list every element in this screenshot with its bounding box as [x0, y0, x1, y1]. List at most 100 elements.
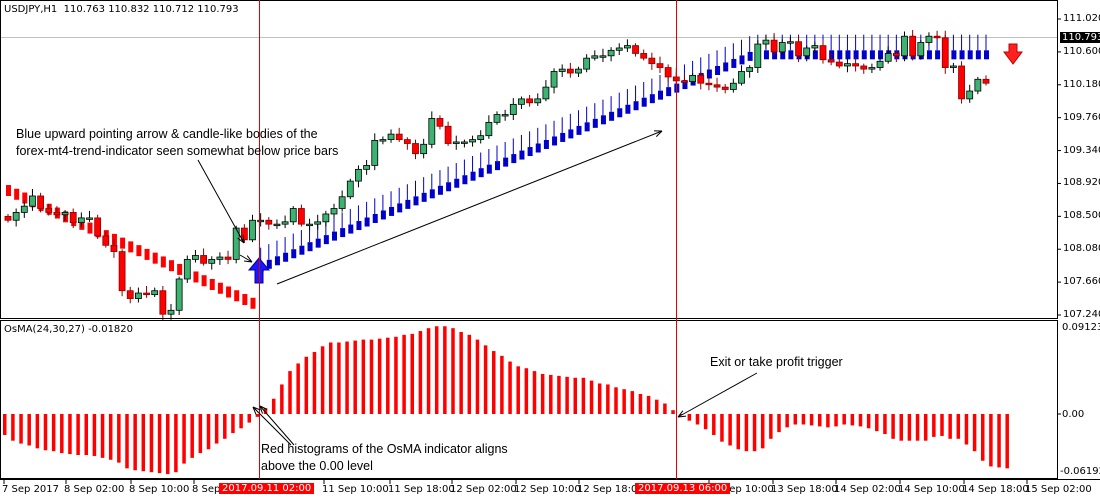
bull-candle: [591, 55, 599, 59]
bear-candle: [958, 65, 965, 100]
osma-bar: [100, 414, 105, 458]
osma-bar: [418, 331, 423, 414]
osma-bar: [337, 342, 341, 414]
osma-bar: [157, 414, 162, 474]
time-tick-label: 12 Sep 18:00: [577, 484, 644, 495]
trend-bar-up: [389, 206, 395, 216]
osma-bar: [475, 339, 480, 414]
trend-bar-up: [845, 50, 851, 60]
trend-bar-up: [503, 157, 509, 167]
trend-bar-down: [177, 263, 183, 275]
bull-candle: [811, 45, 819, 49]
osma-bar: [573, 377, 577, 414]
bear-candle: [143, 292, 150, 296]
osma-bar: [174, 414, 178, 473]
osma-bar: [280, 384, 284, 414]
bull-candle: [151, 290, 159, 296]
trend-bar-up: [421, 192, 427, 202]
osma-bar: [369, 339, 374, 414]
trend-bar-up: [274, 256, 280, 266]
bull-candle: [29, 195, 36, 207]
osma-bar: [777, 414, 781, 433]
osma-bar: [443, 326, 447, 414]
osma-bar: [712, 414, 716, 435]
trend-indicator-bars: [6, 34, 1023, 309]
osma-bar: [956, 414, 961, 439]
osma-bar: [11, 414, 15, 441]
osma-bar: [606, 384, 610, 414]
bull-candle: [314, 221, 322, 225]
osma-bar: [728, 414, 732, 446]
osma-bar: [312, 352, 317, 414]
trend-bar-up: [967, 50, 973, 60]
osma-bar: [386, 337, 390, 414]
osma-annotation-line1: Red histograms of the OsMA indicator ali…: [261, 442, 508, 456]
time-tick-label: 14 Sep 18:00: [962, 484, 1029, 495]
trend-bar-up: [723, 62, 729, 72]
osma-bar: [239, 414, 243, 429]
trend-bar-up: [511, 154, 517, 164]
osma-axis-min: -0.06192: [1060, 466, 1100, 477]
exit-annotation: Exit or take profit trigger: [710, 355, 843, 369]
annotation-arrow-to-candle-head: [237, 234, 245, 244]
osma-bar: [940, 414, 944, 436]
bear-candle: [45, 208, 53, 213]
osma-bar: [809, 414, 814, 426]
bull-candle: [216, 256, 224, 260]
bull-candle: [249, 219, 256, 241]
osma-bar: [622, 389, 626, 414]
osma-bar: [744, 414, 749, 452]
symbol-header: USDJPY,H1 110.763 110.832 110.712 110.79…: [4, 4, 239, 15]
osma-bar: [288, 371, 292, 414]
bear-candle: [102, 235, 110, 246]
bear-candle: [526, 98, 533, 104]
bear-candle: [566, 68, 574, 74]
bear-candle: [200, 255, 208, 264]
trend-bar-up: [291, 249, 297, 259]
trend-bar-up: [266, 259, 272, 269]
trend-bar-up: [560, 132, 566, 142]
osma-bar: [361, 339, 366, 414]
uptrend-arrow: [276, 130, 663, 285]
bull-candle: [460, 141, 468, 144]
osma-bar: [932, 414, 936, 437]
osma-bar: [108, 414, 113, 460]
trend-bar-up: [356, 221, 362, 231]
osma-bar: [655, 399, 659, 414]
osma-bar: [752, 414, 757, 452]
trend-bar-up: [584, 122, 590, 132]
osma-bar: [394, 336, 398, 414]
bull-candle: [509, 103, 517, 115]
time-tick-label: 7 Sep 2017: [2, 484, 60, 495]
trend-bar-up: [625, 104, 631, 114]
trend-bar-up: [788, 50, 794, 60]
price-tick-label: 107.240: [1063, 309, 1100, 320]
trend-bar-down: [234, 290, 240, 302]
osma-bar: [760, 414, 765, 449]
time-tick-label: 14 Sep 10:00: [898, 484, 965, 495]
bear-candle: [632, 45, 639, 54]
bull-candle: [485, 121, 493, 137]
bear-candle: [403, 139, 411, 144]
bear-candle: [713, 84, 721, 88]
osma-bar: [818, 414, 822, 427]
osma-bar: [875, 414, 879, 432]
bear-candle: [444, 125, 452, 144]
bear-candle: [110, 244, 118, 252]
price-tick-label: 110.180: [1063, 78, 1100, 90]
bull-candle: [289, 208, 297, 223]
osma-bar: [981, 414, 985, 461]
time-tick-label: 12 Sep 02:00: [450, 484, 517, 495]
bull-candle: [134, 292, 142, 299]
osma-bar: [133, 414, 137, 471]
bear-candle: [648, 57, 656, 65]
osma-histogram: [3, 326, 1009, 475]
osma-bar: [451, 328, 455, 414]
trend-bar-up: [543, 139, 549, 149]
osma-bar: [92, 414, 97, 456]
trend-bar-up: [633, 101, 639, 111]
trend-bar-down: [217, 282, 223, 294]
bull-candle: [452, 141, 460, 144]
osma-bar: [703, 414, 708, 430]
